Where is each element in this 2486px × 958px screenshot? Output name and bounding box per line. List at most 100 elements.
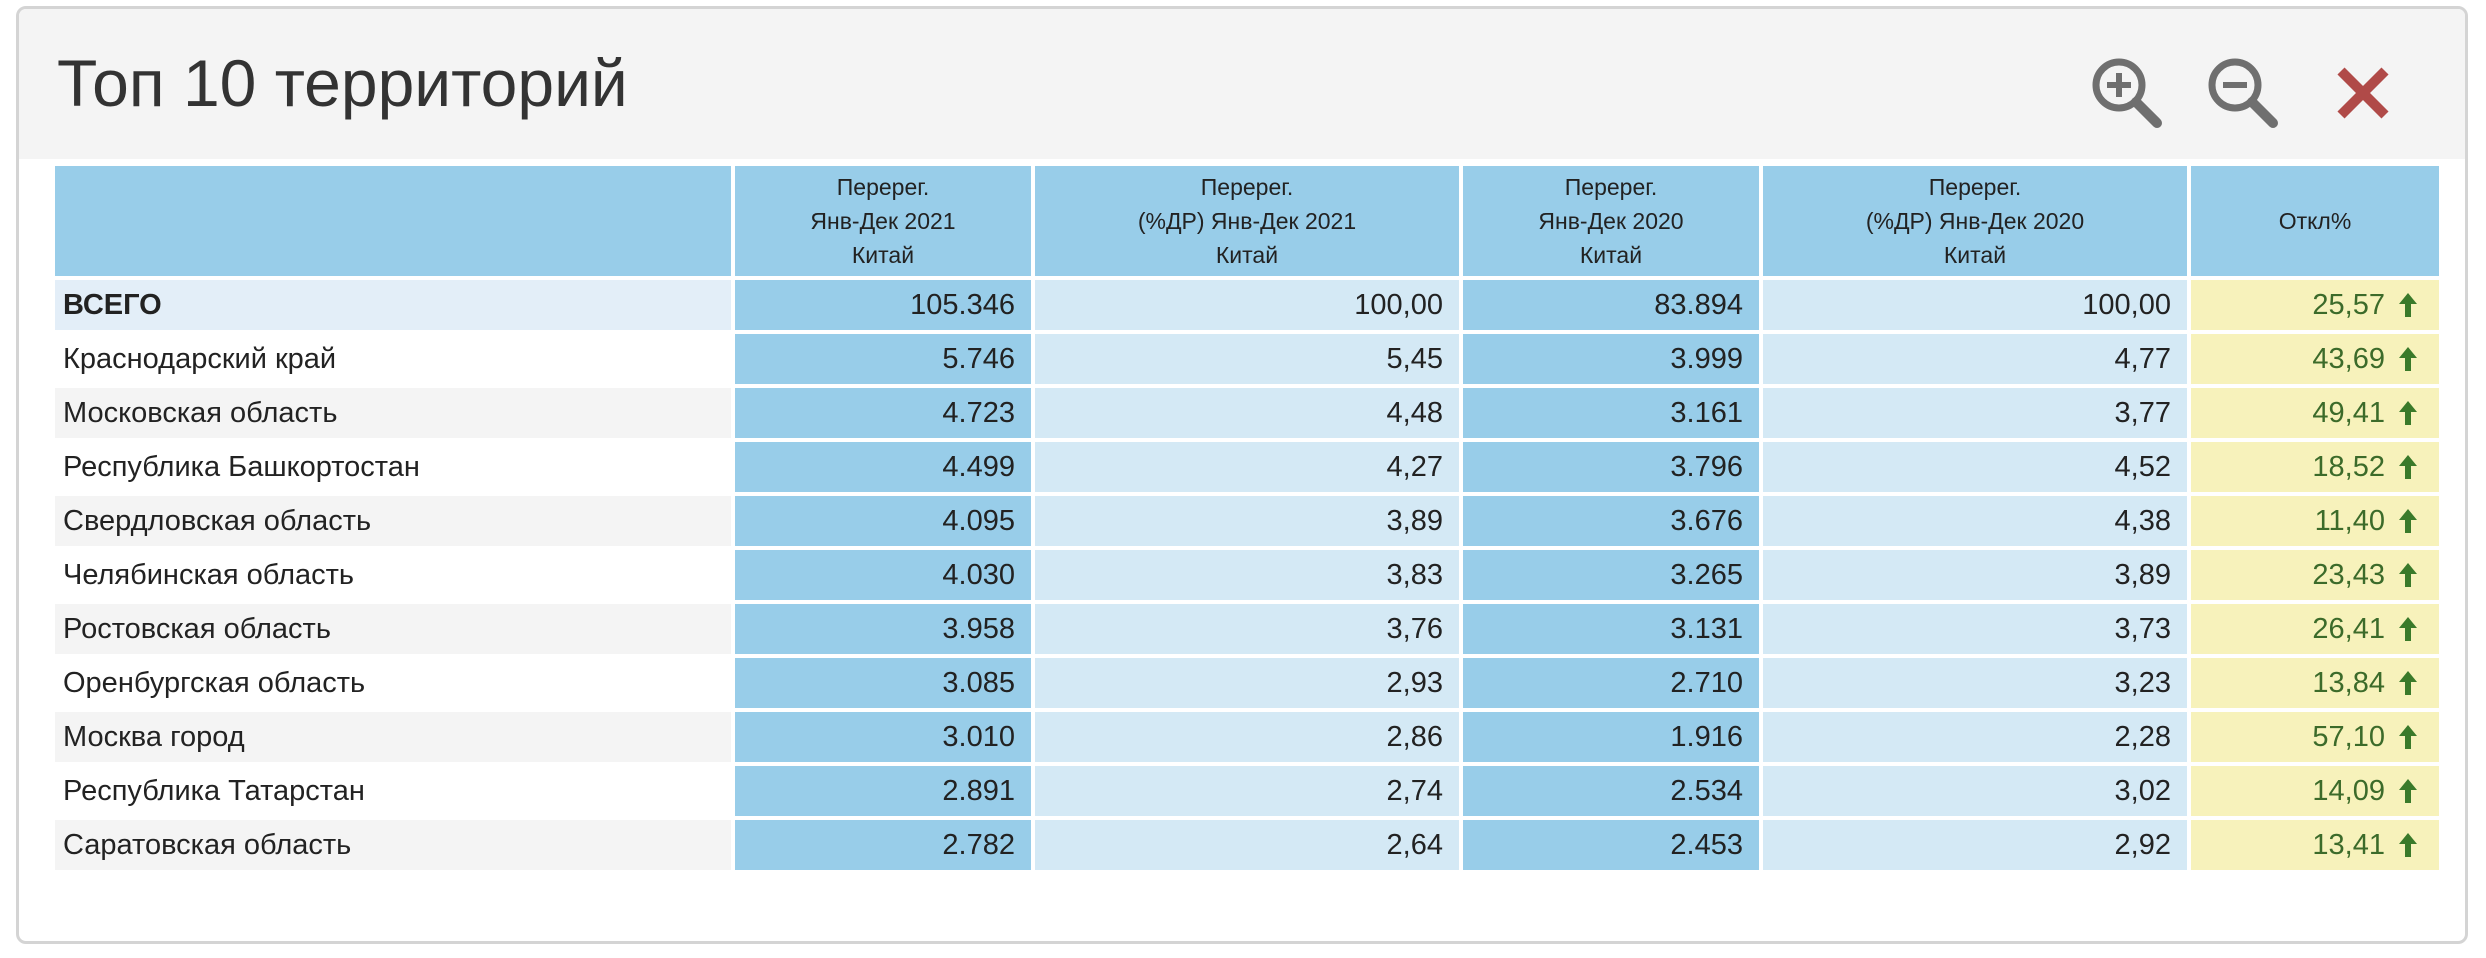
deviation-value: 11,40 xyxy=(2314,504,2385,537)
territory-name-cell: Республика Башкортостан xyxy=(55,442,731,492)
rereg-2021-cell: 5.746 xyxy=(735,334,1031,384)
deviation-value: 43,69 xyxy=(2312,342,2385,375)
rereg-share-2020-cell: 2,28 xyxy=(1763,712,2187,762)
arrow-up-icon xyxy=(2399,724,2417,749)
rereg-share-2020-cell: 4,38 xyxy=(1763,496,2187,546)
territory-name-cell: Республика Татарстан xyxy=(55,766,731,816)
header-line: Китай xyxy=(1943,242,2007,268)
rereg-2020-cell: 3.131 xyxy=(1463,604,1759,654)
deviation-cell: 23,43 xyxy=(2191,550,2439,600)
table-row[interactable]: Челябинская область 4.030 3,83 3.265 3,89 23,… xyxy=(55,550,2439,600)
territories-table: Перерег. Янв-Дек 2021 Китай Перерег. (%Д… xyxy=(51,162,2443,874)
rereg-2021-cell: 4.030 xyxy=(735,550,1031,600)
column-header-rereg-share-2021[interactable]: Перерег. (%ДР) Янв-Дек 2021 Китай xyxy=(1035,166,1459,276)
column-header-rereg-share-2020[interactable]: Перерег. (%ДР) Янв-Дек 2020 Китай xyxy=(1763,166,2187,276)
arrow-up-icon xyxy=(2399,508,2417,533)
table-row[interactable]: Республика Башкортостан 4.499 4,27 3.796 4,5… xyxy=(55,442,2439,492)
header-line: Перерег. xyxy=(836,174,930,200)
rereg-share-2021-cell: 2,86 xyxy=(1035,712,1459,762)
deviation-cell: 49,41 xyxy=(2191,388,2439,438)
territory-name-cell: Челябинская область xyxy=(55,550,731,600)
deviation-cell: 25,57 xyxy=(2191,280,2439,330)
close-button[interactable] xyxy=(2321,51,2405,135)
rereg-share-2021-cell: 3,76 xyxy=(1035,604,1459,654)
rereg-2020-cell: 1.916 xyxy=(1463,712,1759,762)
arrow-up-icon xyxy=(2399,346,2417,371)
rereg-2020-cell: 2.534 xyxy=(1463,766,1759,816)
top-territories-window: Топ 10 территорий xyxy=(16,6,2468,944)
rereg-share-2021-cell: 100,00 xyxy=(1035,280,1459,330)
rereg-share-2020-cell: 4,77 xyxy=(1763,334,2187,384)
rereg-share-2020-cell: 3,77 xyxy=(1763,388,2187,438)
rereg-2020-cell: 3.265 xyxy=(1463,550,1759,600)
rereg-2021-cell: 105.346 xyxy=(735,280,1031,330)
deviation-value: 26,41 xyxy=(2312,612,2385,645)
zoom-in-button[interactable] xyxy=(2085,51,2169,135)
close-icon xyxy=(2337,67,2389,119)
territory-name-cell: Московская область xyxy=(55,388,731,438)
table-row[interactable]: Оренбургская область 3.085 2,93 2.710 3,23 13… xyxy=(55,658,2439,708)
rereg-share-2021-cell: 2,93 xyxy=(1035,658,1459,708)
rereg-2021-cell: 4.723 xyxy=(735,388,1031,438)
column-header-territory[interactable] xyxy=(55,166,731,276)
rereg-2021-cell: 4.499 xyxy=(735,442,1031,492)
rereg-share-2020-cell: 3,02 xyxy=(1763,766,2187,816)
rereg-share-2020-cell: 3,73 xyxy=(1763,604,2187,654)
rereg-2020-cell: 2.710 xyxy=(1463,658,1759,708)
rereg-2021-cell: 3.010 xyxy=(735,712,1031,762)
rereg-2020-cell: 3.796 xyxy=(1463,442,1759,492)
deviation-cell: 14,09 xyxy=(2191,766,2439,816)
territories-table-container: Перерег. Янв-Дек 2021 Китай Перерег. (%Д… xyxy=(55,162,2439,874)
arrow-up-icon xyxy=(2399,292,2417,317)
header-line: Перерег. xyxy=(1200,174,1294,200)
table-row[interactable]: Республика Татарстан 2.891 2,74 2.534 3,02 14… xyxy=(55,766,2439,816)
arrow-up-icon xyxy=(2399,832,2417,857)
deviation-cell: 11,40 xyxy=(2191,496,2439,546)
column-header-deviation[interactable]: Откл% xyxy=(2191,166,2439,276)
rereg-2021-cell: 4.095 xyxy=(735,496,1031,546)
rereg-2021-cell: 3.958 xyxy=(735,604,1031,654)
territory-name-cell: Москва город xyxy=(55,712,731,762)
table-row[interactable]: Москва город 3.010 2,86 1.916 2,28 57,10 xyxy=(55,712,2439,762)
table-row[interactable]: Саратовская область 2.782 2,64 2.453 2,92 13,… xyxy=(55,820,2439,870)
deviation-cell: 26,41 xyxy=(2191,604,2439,654)
arrow-up-icon xyxy=(2399,616,2417,641)
header-line: (%ДР) Янв-Дек 2021 xyxy=(1137,208,1357,234)
deviation-value: 25,57 xyxy=(2312,288,2385,321)
rereg-share-2021-cell: 4,48 xyxy=(1035,388,1459,438)
table-row-total[interactable]: ВСЕГО 105.346 100,00 83.894 100,00 25,57 xyxy=(55,280,2439,330)
header-line: Китай xyxy=(1579,242,1643,268)
territory-name-cell: Свердловская область xyxy=(55,496,731,546)
arrow-up-icon xyxy=(2399,454,2417,479)
zoom-out-button[interactable] xyxy=(2201,51,2285,135)
rereg-share-2021-cell: 3,89 xyxy=(1035,496,1459,546)
header-line: Перерег. xyxy=(1928,174,2022,200)
window-header: Топ 10 территорий xyxy=(19,9,2465,159)
deviation-value: 14,09 xyxy=(2312,774,2385,807)
rereg-2020-cell: 2.453 xyxy=(1463,820,1759,870)
table-row[interactable]: Ростовская область 3.958 3,76 3.131 3,73 26,4… xyxy=(55,604,2439,654)
rereg-share-2020-cell: 2,92 xyxy=(1763,820,2187,870)
table-row[interactable]: Московская область 4.723 4,48 3.161 3,77 49,4… xyxy=(55,388,2439,438)
arrow-up-icon xyxy=(2399,778,2417,803)
rereg-share-2021-cell: 4,27 xyxy=(1035,442,1459,492)
table-row[interactable]: Свердловская область 4.095 3,89 3.676 4,38 11… xyxy=(55,496,2439,546)
column-header-rereg-2020[interactable]: Перерег. Янв-Дек 2020 Китай xyxy=(1463,166,1759,276)
rereg-share-2021-cell: 2,64 xyxy=(1035,820,1459,870)
rereg-2020-cell: 3.999 xyxy=(1463,334,1759,384)
rereg-2021-cell: 2.782 xyxy=(735,820,1031,870)
rereg-2020-cell: 3.676 xyxy=(1463,496,1759,546)
header-line: Янв-Дек 2021 xyxy=(810,208,956,234)
column-header-rereg-2021[interactable]: Перерег. Янв-Дек 2021 Китай xyxy=(735,166,1031,276)
rereg-2021-cell: 2.891 xyxy=(735,766,1031,816)
arrow-up-icon xyxy=(2399,670,2417,695)
deviation-cell: 13,41 xyxy=(2191,820,2439,870)
rereg-2020-cell: 3.161 xyxy=(1463,388,1759,438)
window-title: Топ 10 территорий xyxy=(57,46,628,120)
header-line: Китай xyxy=(851,242,915,268)
deviation-cell: 18,52 xyxy=(2191,442,2439,492)
zoom-out-icon xyxy=(2208,58,2278,128)
rereg-share-2021-cell: 2,74 xyxy=(1035,766,1459,816)
rereg-share-2020-cell: 100,00 xyxy=(1763,280,2187,330)
table-row[interactable]: Краснодарский край 5.746 5,45 3.999 4,77 43,6… xyxy=(55,334,2439,384)
